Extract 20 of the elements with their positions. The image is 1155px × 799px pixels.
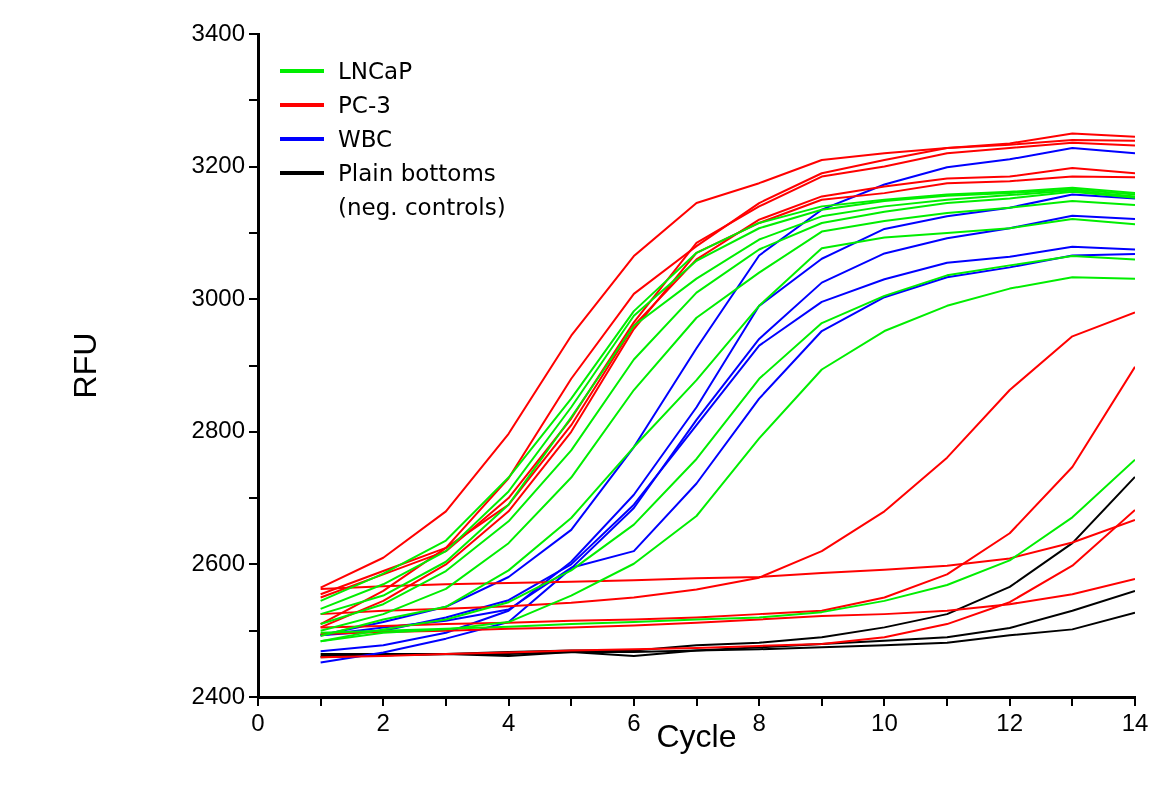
legend-label: LNCaP — [338, 57, 414, 86]
x-tick-label: 8 — [752, 709, 766, 737]
x-tick-label: 2 — [376, 709, 390, 737]
y-tick-label: 2800 — [191, 416, 245, 444]
x-tick-label: 10 — [871, 709, 898, 737]
x-tick-label: 4 — [501, 709, 516, 737]
x-tick-label: 6 — [627, 709, 641, 737]
y-tick-label: 2600 — [191, 549, 245, 577]
legend-label: PC-3 — [338, 91, 392, 120]
legend-label: Plain bottoms (neg. controls) — [338, 159, 507, 222]
y-tick-label: 3200 — [191, 151, 245, 179]
y-axis-title: RFU — [67, 332, 104, 399]
x-axis-title: Cycle — [656, 717, 737, 754]
y-tick-label: 3000 — [191, 283, 245, 311]
y-tick-label: 2400 — [191, 681, 245, 709]
x-tick-label: 0 — [251, 709, 265, 737]
x-tick-label: 14 — [1121, 709, 1149, 737]
y-tick-label: 3400 — [191, 18, 245, 46]
legend-label: WBC — [338, 125, 394, 154]
x-tick-label: 12 — [996, 709, 1024, 737]
